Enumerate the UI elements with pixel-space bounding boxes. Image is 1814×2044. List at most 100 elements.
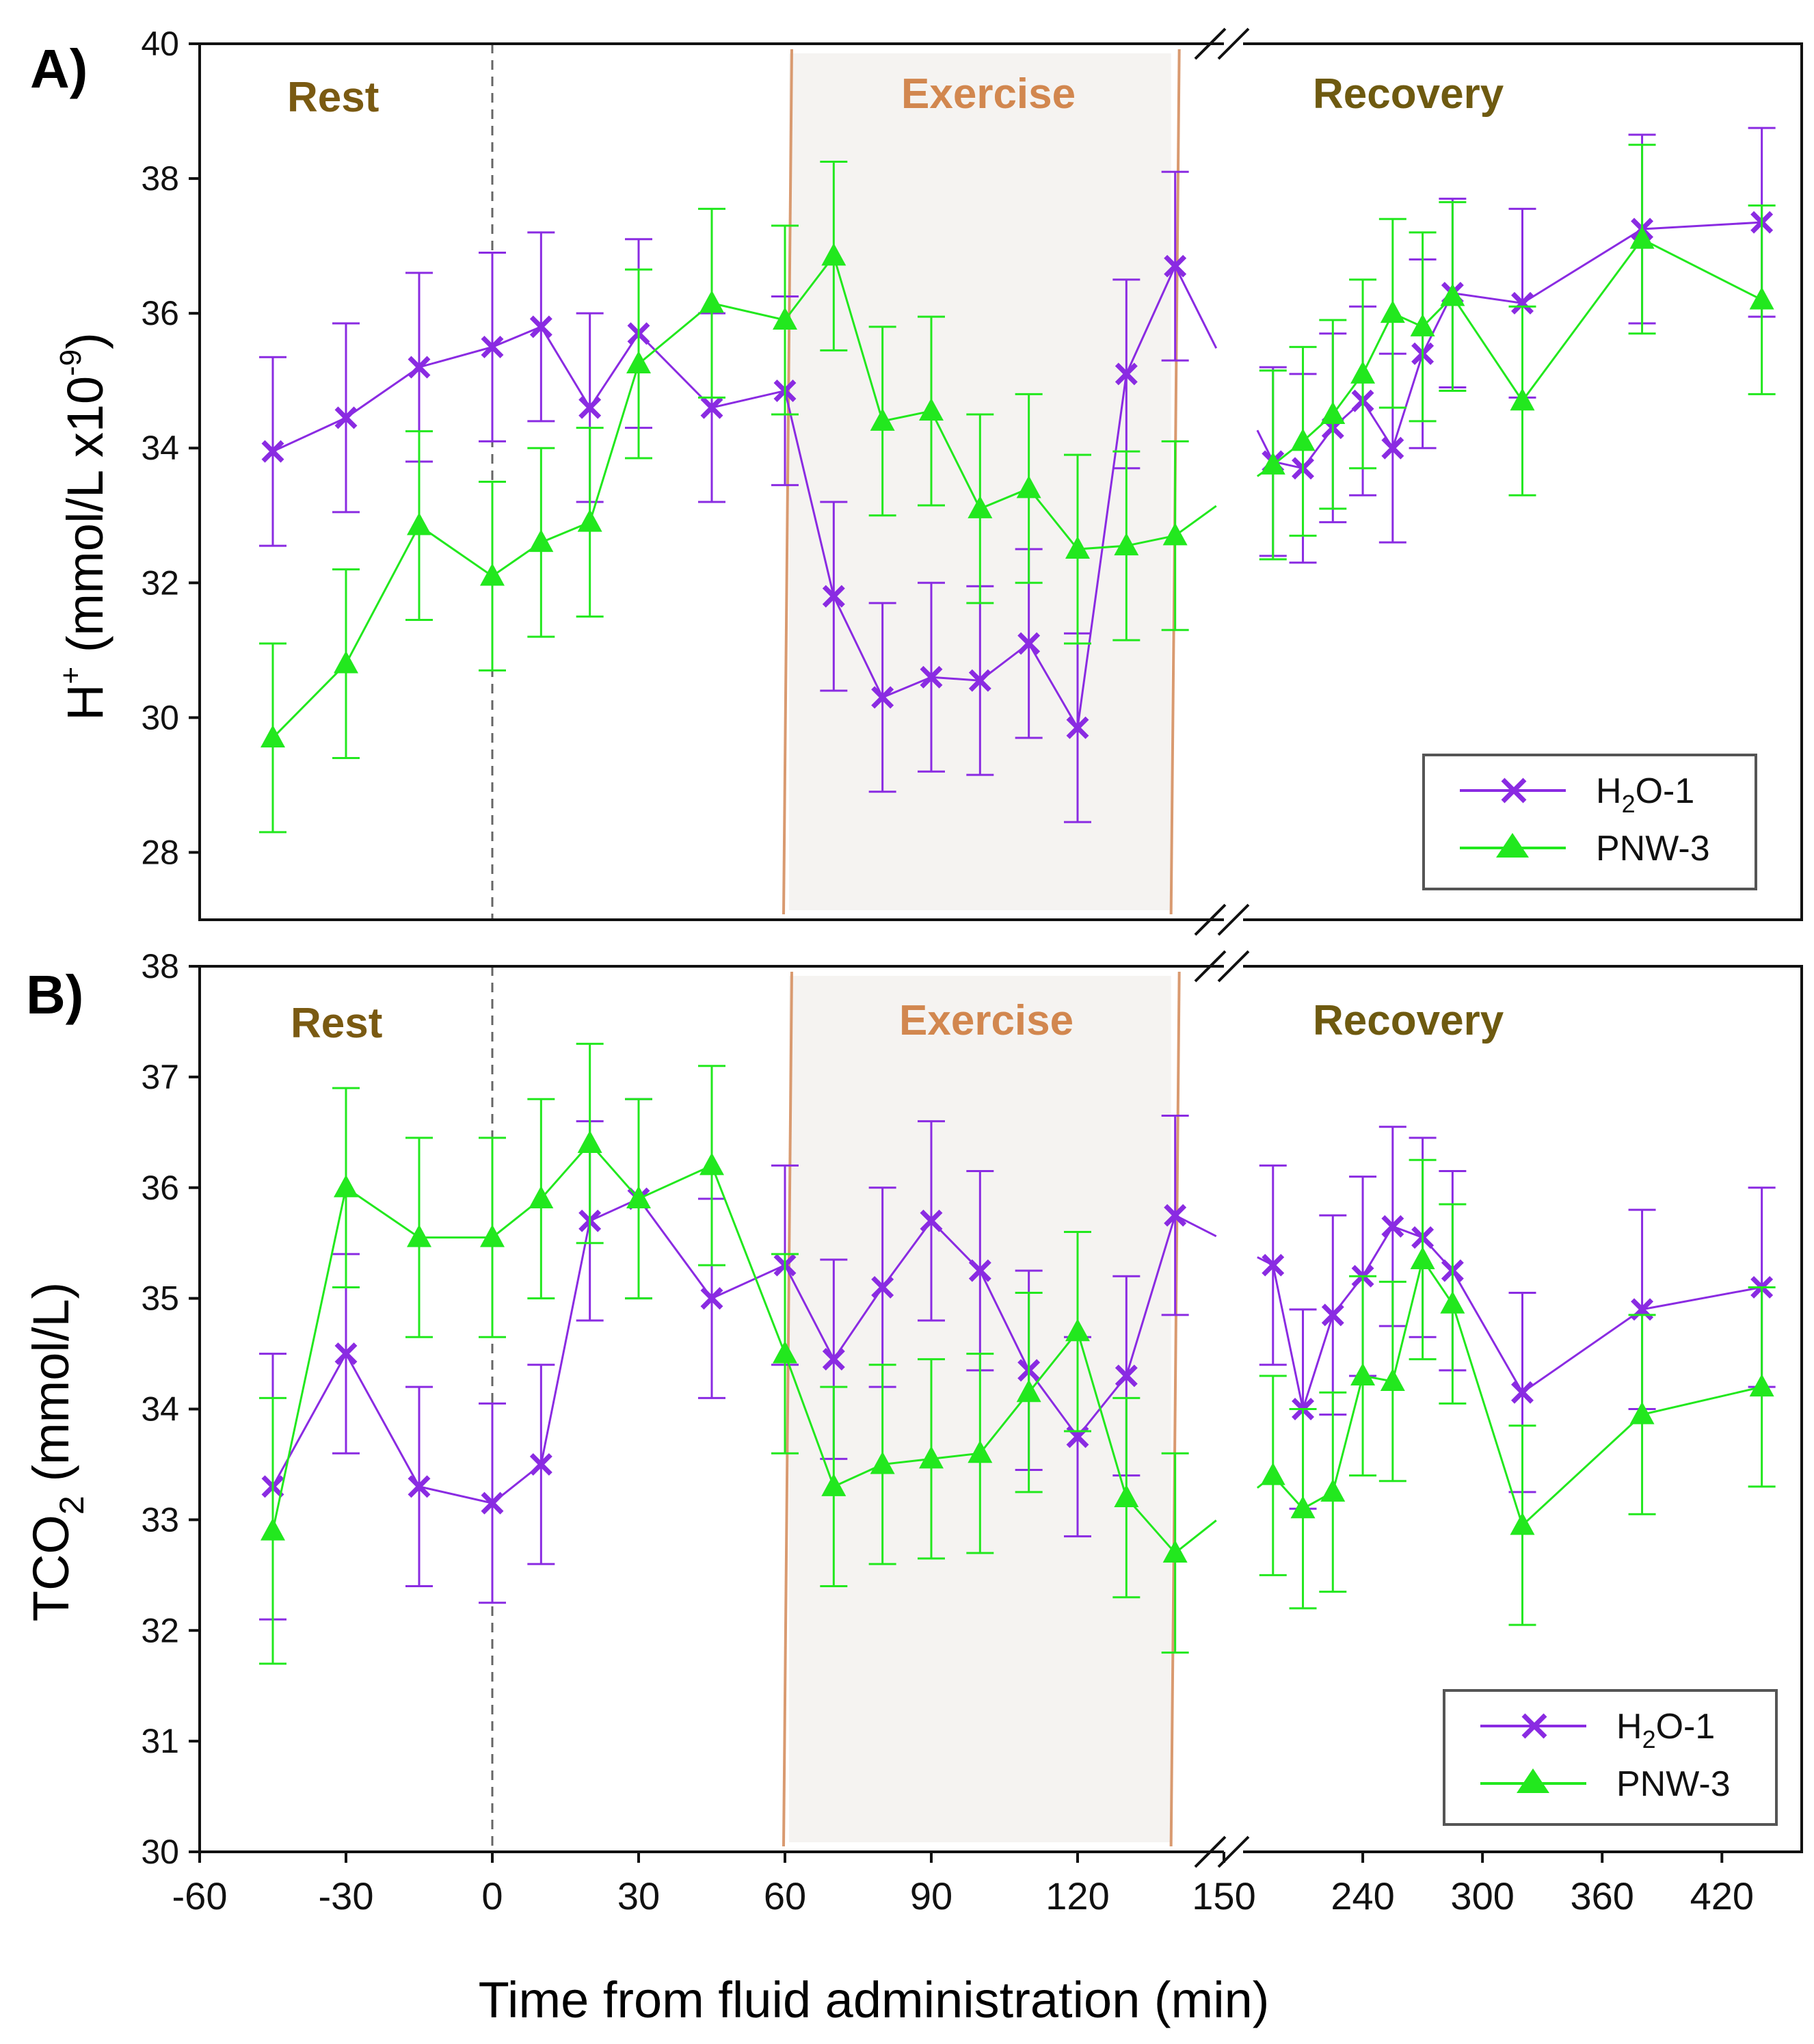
x-tick-label: -30 <box>319 1874 374 1917</box>
y-tick-label: 30 <box>141 698 179 736</box>
data-point <box>1290 428 1316 451</box>
legend-label-h2o-b-rest: O-1 <box>1656 1707 1716 1747</box>
data-point <box>1320 401 1346 424</box>
data-point <box>1260 1462 1285 1485</box>
data-point <box>334 406 358 429</box>
x-tick-label: 0 <box>481 1874 503 1917</box>
y-tick-label: 35 <box>141 1279 179 1318</box>
data-point <box>1381 436 1404 460</box>
axis-break-bottom-2-b <box>1217 1835 1250 1868</box>
data-point <box>1440 283 1465 306</box>
phase-label-rest-b: Rest <box>291 1000 382 1047</box>
series-pnw-a <box>259 144 1776 834</box>
data-point <box>1065 536 1090 559</box>
legend-label-pnw-a: PNW-3 <box>1596 829 1710 868</box>
data-point <box>481 1491 504 1515</box>
data-point <box>1162 522 1188 546</box>
data-point <box>871 1275 894 1299</box>
y-tick-label: 40 <box>141 25 179 63</box>
data-point <box>1114 533 1139 556</box>
data-point <box>920 1209 943 1232</box>
data-point <box>870 408 895 431</box>
data-point <box>773 1340 797 1364</box>
legend-box-a <box>1422 754 1757 890</box>
legend-marker-pnw-a <box>1496 833 1529 858</box>
data-point <box>480 563 505 586</box>
y-axis-label-a-sup: + <box>54 667 88 685</box>
legend-label-h2o-a-sub: 2 <box>1622 790 1636 818</box>
data-point <box>1380 1368 1405 1392</box>
data-point <box>1350 360 1376 384</box>
data-point <box>334 1174 358 1197</box>
data-point <box>1162 1539 1188 1563</box>
data-point <box>408 356 431 379</box>
data-point <box>1511 291 1534 315</box>
data-point <box>1016 1379 1041 1403</box>
data-point <box>626 351 651 374</box>
x-ticks-b: -60 -30 0 30 60 90 120 150 240 300 360 420 <box>172 1852 1754 1917</box>
axis-break-bottom-1-a <box>1194 903 1227 936</box>
break-stub-left <box>1174 505 1217 537</box>
data-point <box>699 290 724 313</box>
x-tick-label: -60 <box>172 1874 228 1917</box>
data-point <box>626 1185 651 1208</box>
data-point <box>1511 1381 1534 1404</box>
data-point <box>408 1475 431 1498</box>
exercise-end-line-b <box>1169 971 1181 1847</box>
data-point <box>334 1342 358 1366</box>
data-point <box>919 1446 944 1469</box>
data-point <box>529 1185 554 1208</box>
exercise-start-line-a <box>782 49 793 915</box>
y-tick-label: 32 <box>141 1611 179 1649</box>
plot-frame-left-a <box>198 42 1224 921</box>
data-point <box>968 495 993 518</box>
exercise-start-line-b <box>782 971 793 1847</box>
panel-label-b: B) <box>26 964 83 1025</box>
x-tick-label: 60 <box>764 1874 806 1917</box>
plot-frame-a <box>198 42 1803 921</box>
legend-label-h2o-a-main: H <box>1596 771 1622 811</box>
data-point <box>261 1517 285 1541</box>
data-point <box>1410 1246 1435 1269</box>
data-point <box>920 665 943 689</box>
axis-break-top-2-b <box>1217 950 1250 983</box>
data-point <box>1510 1512 1535 1535</box>
data-point <box>334 650 358 674</box>
x-tick-label: 30 <box>617 1874 660 1917</box>
y-tick-label: 33 <box>141 1500 179 1539</box>
data-point <box>821 243 846 266</box>
axis-break-top-2-a <box>1217 27 1250 60</box>
y-tick-label: 32 <box>141 563 179 602</box>
axis-break-top-1-a <box>1194 27 1227 60</box>
data-point <box>822 1348 845 1371</box>
y-tick-label: 28 <box>141 833 179 871</box>
legend-label-h2o-b: H2O-1 <box>1616 1707 1715 1753</box>
phase-label-exercise-a: Exercise <box>901 70 1076 118</box>
x-tick-label: 360 <box>1570 1874 1633 1917</box>
data-point <box>1410 313 1435 336</box>
panel-label-a: A) <box>30 38 88 99</box>
data-point <box>1114 1485 1139 1507</box>
y-axis-label-a-rest: (mmol/L x10 <box>57 376 114 667</box>
data-point <box>1164 254 1187 278</box>
series-layer-a <box>259 127 1776 834</box>
y-axis-label-a: H+ (mmol/L x10-9) <box>54 332 114 721</box>
data-point <box>1321 1303 1344 1327</box>
y-tick-label: 36 <box>141 1169 179 1207</box>
data-point <box>1066 716 1089 739</box>
data-point <box>1290 1496 1316 1519</box>
y-tick-label: 34 <box>141 1390 179 1429</box>
series-layer-b <box>259 1042 1776 1665</box>
data-point <box>822 585 845 608</box>
y-tick-label: 34 <box>141 429 179 467</box>
series-line-right <box>1272 237 1763 466</box>
x-tick-label: 420 <box>1690 1874 1754 1917</box>
legend-label-pnw-b: PNW-3 <box>1616 1764 1731 1804</box>
data-point <box>1262 1253 1285 1277</box>
data-point <box>968 669 991 692</box>
data-point <box>407 1224 431 1247</box>
data-point <box>261 440 284 463</box>
data-point <box>773 307 797 330</box>
